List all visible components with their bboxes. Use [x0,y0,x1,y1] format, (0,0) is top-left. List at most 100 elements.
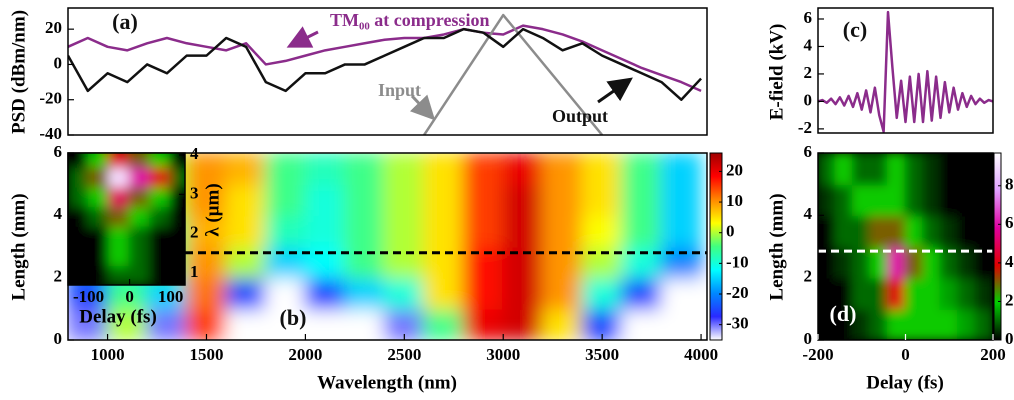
heatmap-cell [68,165,90,188]
heatmap-cell [869,153,889,186]
colorbar-tick-label: -20 [726,283,749,302]
heatmap-cell [974,214,993,248]
heatmap-cell [581,183,623,217]
colorbar-tick-label: -10 [726,252,749,271]
heatmap-cell [834,214,854,248]
heatmap-cell [128,185,152,208]
heatmap-cell [343,307,386,340]
heatmap-cell [660,245,703,279]
heatmap-cell [904,245,924,279]
heatmap-cell [904,183,924,217]
colorbar-tick-label: 2 [1005,290,1014,309]
heatmap-cell [974,153,993,186]
heatmap-cell [818,214,837,248]
heatmap-cell [108,224,131,247]
colorbar-tick-label: 10 [726,191,743,210]
colorbar [709,152,723,341]
heatmap-cell [169,185,185,208]
heatmap-cell [974,183,993,217]
heatmap-cell [939,245,959,279]
heatmap-cell [128,165,152,188]
y-tick-label: 2 [54,267,63,286]
heatmap-cell [68,205,90,227]
heatmap-cell [264,214,307,248]
heatmap-cell [225,183,267,217]
heatmap-cell [462,183,505,217]
x-tick-label: 3000 [486,345,520,364]
x-tick-label: 0 [125,287,134,306]
heatmap-cell [581,245,623,279]
heatmap-cell [343,245,386,279]
x-tick-label: -100 [73,287,104,306]
x-tick-label: 2000 [288,345,322,364]
x-axis-label: Delay (fs) [866,372,944,393]
heatmap-cell [852,153,872,186]
y-axis-label: Length (mm) [8,193,29,300]
heatmap-cell [869,307,889,340]
heatmap-cell [834,245,854,279]
heatmap-cell [169,205,185,227]
colorbar-tick-label: 20 [726,160,743,179]
heatmap-cell [852,276,872,310]
heatmap-cell [423,276,465,310]
heatmap-cell [343,214,386,248]
heatmap-cell [939,214,959,248]
heatmap-cell [128,244,152,267]
heatmap-cell [922,214,942,248]
plot-area [68,153,185,285]
x-tick-label: 100 [158,287,184,306]
y-tick-label: 20 [45,18,62,37]
heatmap-cell [169,153,185,168]
heatmap-cell [974,307,993,340]
heatmap-cell [87,165,111,188]
heatmap-cell [939,307,959,340]
heatmap-cell [834,307,854,340]
heatmap-cell [957,183,977,217]
heatmap-cell [343,183,386,217]
heatmap-cell [383,214,426,248]
heatmap-cell [87,205,111,227]
heatmap-cell [502,214,544,248]
plot-frame [67,7,708,136]
heatmap-cell [957,307,977,340]
y-tick-label: 2 [804,267,813,286]
heatmap-cell [581,276,623,310]
heatmap-cell [149,244,172,267]
heatmap-cell [818,153,837,186]
heatmap-cell [304,214,346,248]
heatmap-cell [939,153,959,186]
heatmap-cell [904,307,924,340]
x-tick-label: 2500 [387,345,421,364]
heatmap-cell [108,205,131,227]
heatmap-cell [108,185,131,208]
heatmap-cell [169,244,185,267]
annotation-arrow [409,94,436,121]
heatmap-cell [834,276,854,310]
heatmap-cell [106,307,149,340]
heatmap-cell [149,205,172,227]
series-line [818,10,993,133]
heatmap-cell [502,276,544,310]
heatmap-cell [149,224,172,247]
heatmap-cell [343,276,386,310]
heatmap-cell [383,276,426,310]
y-tick-label: 0 [804,90,813,109]
series-label: Output [552,106,608,126]
heatmap-cell [834,183,854,217]
heatmap-cell [225,245,267,279]
heatmap-cell [818,183,837,217]
heatmap-cell [660,153,703,186]
colorbar-tick-label: 6 [1005,213,1014,232]
heatmap-cell [68,185,90,208]
heatmap-cell [128,205,152,227]
heatmap-cell [957,153,977,186]
heatmap-cell [304,276,346,310]
colorbar-tick-label: -30 [726,314,749,333]
heatmap-cell [957,214,977,248]
heatmap-cell [68,264,90,285]
y-tick-label: 2 [190,223,199,242]
colorbar [993,152,1002,341]
y-tick-label: 4 [804,204,813,223]
heatmap-cell [423,214,465,248]
